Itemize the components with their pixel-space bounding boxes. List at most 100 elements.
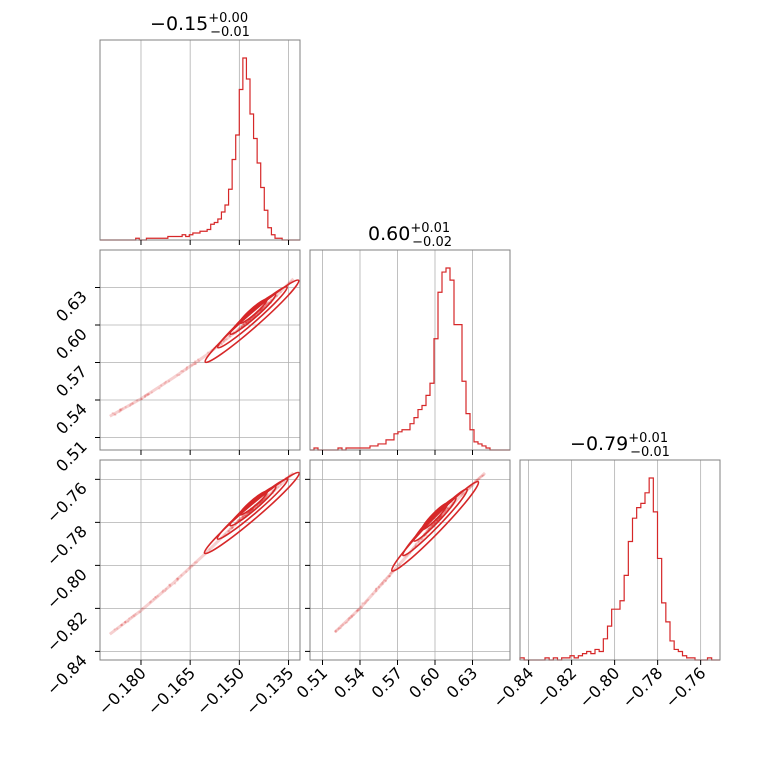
- x-tick-label: −0.76: [661, 663, 709, 711]
- sample-point: [382, 579, 386, 582]
- sample-point: [237, 518, 240, 522]
- sample-point: [118, 409, 122, 412]
- sample-point: [381, 580, 385, 584]
- sample-point: [119, 624, 123, 627]
- sample-point: [356, 609, 360, 612]
- contour-level-1: [401, 488, 469, 557]
- sample-point: [134, 613, 137, 616]
- y-tick-label: 0.63: [52, 287, 91, 326]
- sample-point: [119, 408, 122, 411]
- y-tick-label: 0.54: [52, 399, 91, 438]
- hist-frame-0: [99, 39, 301, 241]
- sample-point: [238, 326, 241, 330]
- scatter-content: [333, 471, 487, 634]
- sample-point: [176, 577, 179, 580]
- sample-point: [355, 610, 358, 613]
- sample-point: [164, 589, 167, 592]
- sample-point: [185, 365, 189, 369]
- sample-point: [144, 394, 147, 398]
- sample-point: [444, 510, 447, 513]
- x-tick-label: 0.51: [293, 663, 332, 702]
- sample-point: [196, 358, 200, 361]
- sample-point: [147, 393, 151, 396]
- sample-point: [389, 572, 392, 575]
- sample-point: [129, 403, 133, 406]
- sample-point: [227, 529, 231, 532]
- sample-point: [244, 321, 248, 324]
- sample-point: [131, 402, 134, 405]
- x-tick-label: −0.165: [144, 663, 199, 718]
- sample-point: [245, 321, 249, 324]
- sample-point: [356, 609, 359, 612]
- scatter-frame-1: [99, 459, 301, 661]
- x-tick-label: 0.54: [330, 663, 369, 702]
- sample-point: [185, 368, 188, 371]
- sample-point: [140, 397, 143, 401]
- y-tick-label: −0.84: [43, 651, 91, 699]
- sample-point: [135, 399, 139, 402]
- sample-point: [371, 592, 374, 596]
- sample-point: [145, 393, 149, 396]
- sample-point: [163, 382, 166, 385]
- scatter-panel-0: [95, 249, 301, 455]
- scatter-frame-2: [309, 459, 511, 661]
- contour-level-1: [216, 478, 289, 540]
- sample-point: [414, 543, 417, 546]
- sample-point: [479, 475, 482, 479]
- sample-point: [431, 523, 435, 526]
- sample-point: [241, 515, 244, 518]
- sample-point: [379, 583, 382, 586]
- sample-point: [417, 539, 421, 542]
- sample-point: [241, 324, 244, 327]
- sample-point: [156, 595, 159, 598]
- sample-point: [425, 529, 428, 532]
- sample-point: [334, 630, 337, 633]
- sample-point: [475, 478, 478, 481]
- y-tick-label: 0.60: [52, 324, 91, 363]
- x-tick-label: −0.135: [242, 663, 297, 718]
- sample-point: [116, 627, 119, 630]
- sample-point: [361, 602, 364, 605]
- contour-level-0: [203, 471, 300, 555]
- sample-point: [482, 474, 485, 477]
- sample-point: [375, 590, 378, 593]
- sample-point: [350, 615, 353, 618]
- histogram-2: [519, 477, 720, 661]
- x-tick-label: −0.82: [532, 663, 580, 711]
- sample-point: [190, 564, 194, 568]
- sample-point: [174, 582, 177, 585]
- sample-point: [123, 620, 127, 624]
- title-param-0-value: −0.15: [150, 13, 208, 35]
- scatter-content: [108, 471, 300, 636]
- sample-point: [193, 362, 197, 365]
- x-tick-label: 0.63: [443, 663, 482, 702]
- sample-point: [194, 362, 197, 366]
- sample-point: [124, 406, 127, 409]
- sample-point: [388, 575, 391, 578]
- sample-point: [222, 340, 225, 343]
- sample-point: [128, 404, 132, 407]
- contour-level-0: [204, 279, 300, 364]
- sample-point: [168, 583, 172, 586]
- sample-point: [266, 301, 269, 304]
- contour-level-3: [421, 502, 449, 531]
- sample-point: [167, 380, 171, 383]
- title-param-2-value: −0.79: [570, 433, 628, 455]
- scatter-content: [109, 277, 300, 418]
- sample-point: [389, 571, 393, 574]
- sample-point: [128, 617, 131, 620]
- sample-point: [388, 574, 391, 577]
- x-tick-label: −0.80: [575, 663, 623, 711]
- sample-point: [446, 507, 450, 510]
- sample-point: [341, 623, 345, 626]
- sample-point: [133, 614, 136, 618]
- sample-point: [228, 529, 231, 533]
- sample-point: [384, 580, 387, 583]
- sample-point: [147, 392, 150, 395]
- sample-point: [239, 516, 242, 520]
- sample-point: [378, 585, 381, 588]
- sample-point: [161, 590, 164, 594]
- sample-point: [111, 411, 114, 415]
- sample-point: [385, 577, 388, 580]
- hist-panel-2: [519, 459, 721, 665]
